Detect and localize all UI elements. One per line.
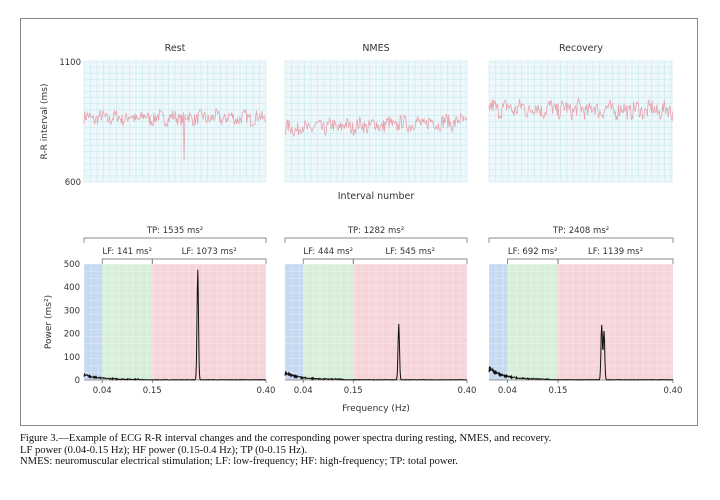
lf-label: LF: 692 ms² [508,247,558,257]
tp-label: TP: 1282 ms² [347,226,404,236]
rr-x-axis-label: Interval number [338,191,415,202]
rr-y-axis-label: R-R interval (ms) [40,84,50,160]
figure-svg: Rest 1100 600 R-R interval (ms) NMES Interval… [40,43,683,414]
tp-bracket [284,237,468,243]
hf-bracket [352,258,468,264]
lf-label: LF: 444 ms² [303,247,353,257]
spectrum-x-tick-label: 0.04 [498,386,517,396]
spectrum-y-tick-label: 500 [64,260,80,270]
figure-panel: Rest 1100 600 R-R interval (ms) NMES Interval… [20,18,698,426]
hf-bracket [557,258,674,264]
caption-line-3: NMES: neuromuscular electrical stimulati… [20,456,458,468]
tp-label: TP: 1535 ms² [146,226,203,236]
spectrum-x-tick-label: 0.04 [93,386,112,396]
caption-line-2: LF power (0.04-0.15 Hz); HF power (0.15-… [20,444,308,456]
power-spectrum-series [83,269,266,382]
rr-y-tick-label: 1100 [59,58,81,68]
hf-label: LF: 1073 ms² [182,247,237,257]
spectrum-x-tick-label: 0.04 [294,386,313,396]
spectrum-x-tick-label: 0.15 [143,386,162,396]
caption-line-1: Figure 3.—Example of ECG R-R interval ch… [20,433,552,444]
rr-panel-title: NMES [362,43,389,54]
lf-bracket [101,258,153,264]
spectrum-x-tick-label: 0.40 [257,386,276,396]
rr-interval-series [83,108,267,161]
spectrum-y-axis-label: Power (ms²) [44,295,54,349]
lf-bracket [507,258,559,264]
spectrum-x-tick-label: 0.15 [344,386,363,396]
tp-bracket [488,237,674,243]
lf-bracket [302,258,354,264]
spectrum-x-tick-label: 0.40 [458,386,477,396]
rr-panel-title: Rest [165,43,186,54]
spectrum-y-tick-label: 0 [75,376,80,386]
rr-y-tick-label: 600 [65,178,81,188]
spectrum-y-tick-label: 200 [64,330,80,340]
spectrum-y-tick-label: 400 [64,283,80,293]
spectrum-x-tick-label: 0.40 [664,386,683,396]
spectrum-y-tick-label: 100 [64,353,80,363]
power-spectrum-series [488,324,674,381]
power-spectrum-series [284,323,467,381]
hf-label: LF: 1139 ms² [588,247,643,257]
tp-label: TP: 2408 ms² [552,226,609,236]
spectrum-x-tick-label: 0.15 [549,386,568,396]
figure-caption: Figure 3.—Example of ECG R-R interval ch… [20,433,710,468]
hf-label: LF: 545 ms² [385,247,435,257]
lf-label: LF: 141 ms² [102,247,152,257]
tp-bracket [83,237,267,243]
spectrum-x-axis-label: Frequency (Hz) [342,404,410,414]
rr-interval-series [488,96,674,121]
rr-panel-title: Recovery [559,43,603,54]
rr-interval-series [284,113,468,138]
spectrum-y-tick-label: 300 [64,306,80,316]
hf-bracket [151,258,267,264]
